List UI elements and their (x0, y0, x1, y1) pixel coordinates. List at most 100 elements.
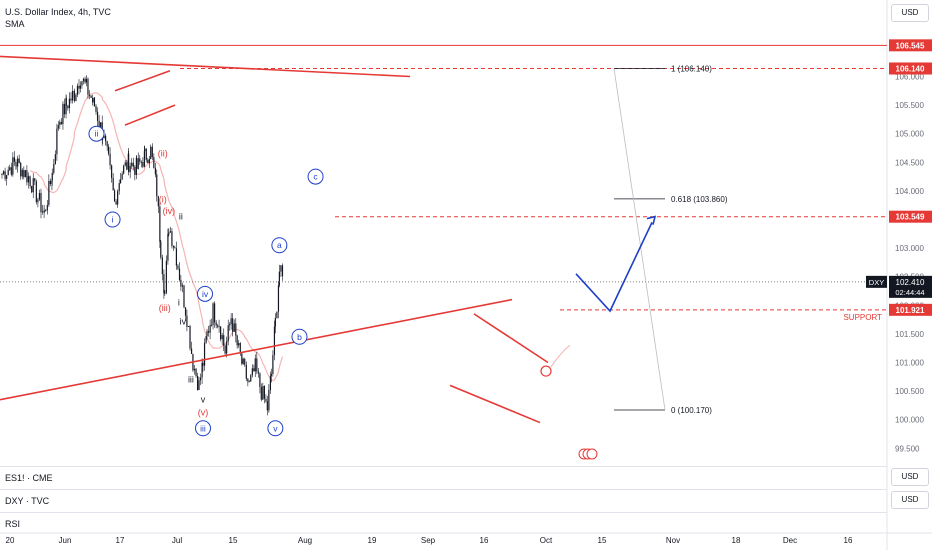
candle-body (245, 364, 247, 379)
wave-label: iii (188, 375, 194, 385)
wave-label: (iv) (163, 206, 176, 216)
x-tick-label: 15 (229, 536, 238, 545)
candle-body (278, 271, 280, 286)
symbol-tag-text: DXY (869, 278, 884, 287)
candle-body (273, 326, 276, 356)
candle-body (132, 162, 134, 167)
candle-body (262, 386, 264, 400)
wave-label: iv (202, 289, 209, 299)
candle-body (193, 368, 196, 371)
candle-body (48, 180, 50, 205)
panel-dxy[interactable]: DXY · TVC (0, 489, 887, 512)
chart-title: U.S. Dollar Index, 4h, TVC (5, 7, 111, 17)
candle-body (217, 325, 219, 327)
candle-body (17, 158, 19, 167)
wave-label: a (277, 240, 282, 250)
y-tick-label: 104.500 (895, 158, 924, 167)
candle-body (103, 135, 105, 139)
candle-body (281, 265, 284, 277)
candle-body (32, 178, 34, 193)
candle-body (107, 146, 110, 154)
panel-es1[interactable]: ES1! · CME (0, 466, 887, 489)
wave-label: iv (180, 316, 187, 326)
wave-circle (88, 125, 105, 142)
candle-body (51, 172, 53, 181)
breakout-circle (540, 365, 552, 377)
candle-body (62, 103, 64, 125)
panel-dxy-currency-button[interactable]: USD (891, 491, 929, 509)
candle-body (260, 387, 262, 400)
currency-button[interactable]: USD (891, 4, 929, 22)
candle-body (223, 335, 225, 346)
panel-rsi[interactable]: RSI (0, 512, 887, 533)
candle-body (266, 401, 268, 411)
candle-body (70, 98, 72, 101)
x-tick-label: Jul (172, 536, 182, 545)
wave-label: ii (179, 212, 183, 222)
candle-body (265, 398, 267, 402)
candle-body (124, 162, 126, 166)
price-tag-box (889, 39, 932, 52)
y-tick-label: 100.000 (895, 416, 924, 425)
candle-body (71, 91, 74, 101)
candle-body (201, 362, 203, 378)
candle-body (199, 377, 202, 381)
wave-label: (iii) (159, 303, 171, 313)
candle-body (160, 241, 162, 258)
candle-body (96, 111, 99, 121)
candle-body (161, 257, 163, 275)
candle-body (27, 176, 30, 183)
candle-body (29, 179, 31, 186)
candle-body (177, 265, 179, 269)
candle-body (10, 167, 12, 175)
candle-body (233, 323, 235, 332)
wave-circle (195, 420, 211, 437)
candle-body (134, 166, 136, 175)
candle-body (268, 390, 270, 411)
candle-body (117, 191, 119, 205)
candle-body (40, 193, 42, 213)
candle-body (207, 331, 210, 333)
candle-body (76, 85, 79, 95)
candle-body (244, 358, 246, 365)
indicator-label: SMA (5, 19, 25, 29)
candle-body (183, 285, 185, 308)
candle-body (214, 303, 216, 323)
candle-body (123, 165, 125, 174)
candle-body (168, 232, 170, 235)
candle-body (263, 386, 265, 399)
candle-body (15, 164, 17, 167)
candle-body (29, 176, 31, 180)
candle-body (172, 245, 175, 248)
candle-body (203, 342, 206, 366)
wave-circle (104, 211, 121, 228)
candle-body (68, 98, 71, 109)
x-tick-label: 16 (480, 536, 489, 545)
candle-body (157, 196, 159, 207)
candle-body (118, 183, 120, 192)
y-tick-label: 106.000 (895, 73, 924, 82)
x-tick-label: 17 (116, 536, 125, 545)
candle-body (75, 94, 77, 101)
candle-body (226, 341, 228, 354)
candle-body (236, 335, 238, 346)
wave-label: i (112, 215, 114, 225)
candle-body (269, 376, 272, 391)
y-tick-label: 101.500 (895, 330, 924, 339)
candle-body (151, 146, 153, 158)
sma-extension (549, 344, 571, 369)
candle-body (270, 373, 272, 377)
x-tick-label: 19 (368, 536, 377, 545)
panel-es1-currency-button[interactable]: USD (891, 468, 929, 486)
candle-body (163, 274, 165, 293)
candle-body (209, 324, 211, 333)
candle-body (253, 368, 255, 372)
wave-label: (ii) (158, 149, 168, 159)
projected-arrowhead (646, 215, 657, 225)
sma-line (29, 92, 284, 381)
candle-body (178, 268, 181, 280)
candle-body (20, 162, 22, 177)
candle-body (140, 161, 142, 163)
candle-body (81, 81, 83, 86)
